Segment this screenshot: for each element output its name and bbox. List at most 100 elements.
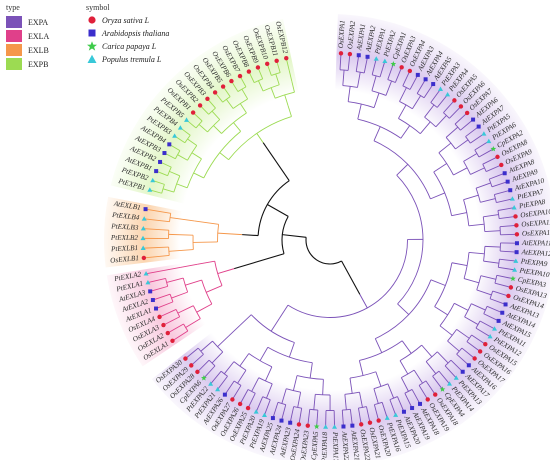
populus-marker — [513, 258, 519, 263]
branch — [463, 153, 478, 162]
branch — [437, 351, 449, 364]
branch — [425, 361, 437, 374]
branch — [292, 375, 298, 391]
branch — [434, 306, 448, 316]
branch — [416, 79, 426, 94]
triangle-marker-icon — [87, 54, 97, 63]
branch — [421, 344, 433, 358]
branch — [177, 305, 194, 314]
branch — [270, 87, 276, 99]
branch — [451, 212, 467, 217]
branch-layer — [144, 54, 516, 426]
branch — [375, 371, 382, 387]
oryza-marker — [514, 232, 520, 237]
leaf-label: PtEXLB4 — [111, 211, 140, 222]
branch — [475, 182, 491, 189]
branch — [397, 303, 410, 315]
leaf-label: OsEXPA10 — [520, 207, 550, 219]
branch — [371, 75, 377, 91]
branch-arc — [482, 164, 487, 172]
branch-arc — [464, 303, 472, 318]
branch — [204, 365, 216, 378]
branch-arc — [497, 259, 500, 268]
branch — [259, 347, 269, 361]
populus-marker — [393, 412, 399, 417]
oryza-marker — [367, 420, 373, 425]
type-label-exlb: EXLB — [28, 45, 49, 55]
populus-marker — [486, 138, 492, 144]
branch-arc — [374, 401, 383, 406]
branch — [226, 99, 234, 109]
clade-band-expa — [151, 14, 550, 460]
oryza-marker — [513, 214, 518, 219]
symbol-label-carica: Carica papaya L — [102, 41, 157, 51]
branch — [289, 406, 295, 422]
branch — [153, 180, 165, 185]
branch-arc — [233, 361, 247, 371]
branch — [173, 330, 189, 341]
oryza-marker — [514, 223, 519, 228]
arabidopsis-marker — [401, 409, 406, 414]
arabidopsis-marker — [148, 289, 153, 294]
backbone-arc — [257, 180, 290, 236]
branch — [180, 263, 198, 268]
populus-marker — [145, 279, 151, 285]
populus-marker — [447, 381, 453, 386]
branch — [217, 376, 228, 389]
branch — [480, 275, 497, 280]
branch — [478, 149, 493, 158]
branch — [387, 383, 395, 399]
branch — [389, 399, 396, 415]
type-label-expa: EXPA — [28, 17, 49, 27]
populus-marker — [492, 326, 498, 331]
branch-arc — [349, 371, 377, 379]
oryza-marker — [472, 356, 477, 361]
branch — [349, 409, 353, 425]
branch — [240, 389, 249, 404]
branch — [232, 385, 242, 399]
branch — [498, 266, 514, 271]
branch — [363, 57, 368, 74]
oryza-marker — [230, 397, 235, 402]
oryza-marker — [452, 98, 457, 103]
branch — [381, 402, 388, 418]
oryza-marker — [189, 363, 194, 368]
branch — [168, 233, 194, 236]
branch — [400, 377, 409, 392]
branch — [470, 133, 484, 144]
branch — [497, 207, 514, 211]
branch — [366, 406, 371, 422]
leaf-label: OsEXPA11 — [521, 218, 550, 228]
branch-arc — [357, 118, 402, 139]
branch-arc — [201, 279, 213, 305]
branch-arc — [389, 396, 398, 401]
leaf-label: OsEXPA23 — [299, 430, 311, 460]
arabidopsis-marker — [503, 302, 508, 307]
arabidopsis-marker — [356, 53, 361, 58]
branch — [484, 230, 501, 233]
branch — [213, 125, 222, 134]
leaf-label: OsEXPA2 — [346, 20, 357, 49]
oryza-marker — [141, 255, 147, 261]
branch — [341, 410, 344, 426]
branch — [499, 224, 516, 228]
branch-arc — [404, 389, 413, 394]
branch-arc — [161, 184, 165, 194]
branch-arc — [489, 290, 494, 299]
branch — [483, 313, 498, 321]
branch — [485, 164, 501, 173]
backbone-branch — [234, 253, 285, 270]
branch-arc — [214, 261, 223, 286]
branch — [256, 396, 264, 412]
branch — [454, 302, 469, 311]
branch — [387, 64, 394, 80]
branch-arc — [433, 171, 453, 216]
branch — [215, 92, 224, 103]
oryza-marker — [347, 51, 353, 57]
oryza-marker — [458, 104, 464, 109]
carica-marker — [390, 61, 397, 67]
branch — [197, 260, 215, 265]
branch — [265, 366, 273, 382]
symbol-legend-arabidopsis: Arabidopsis thaliana — [86, 28, 169, 38]
